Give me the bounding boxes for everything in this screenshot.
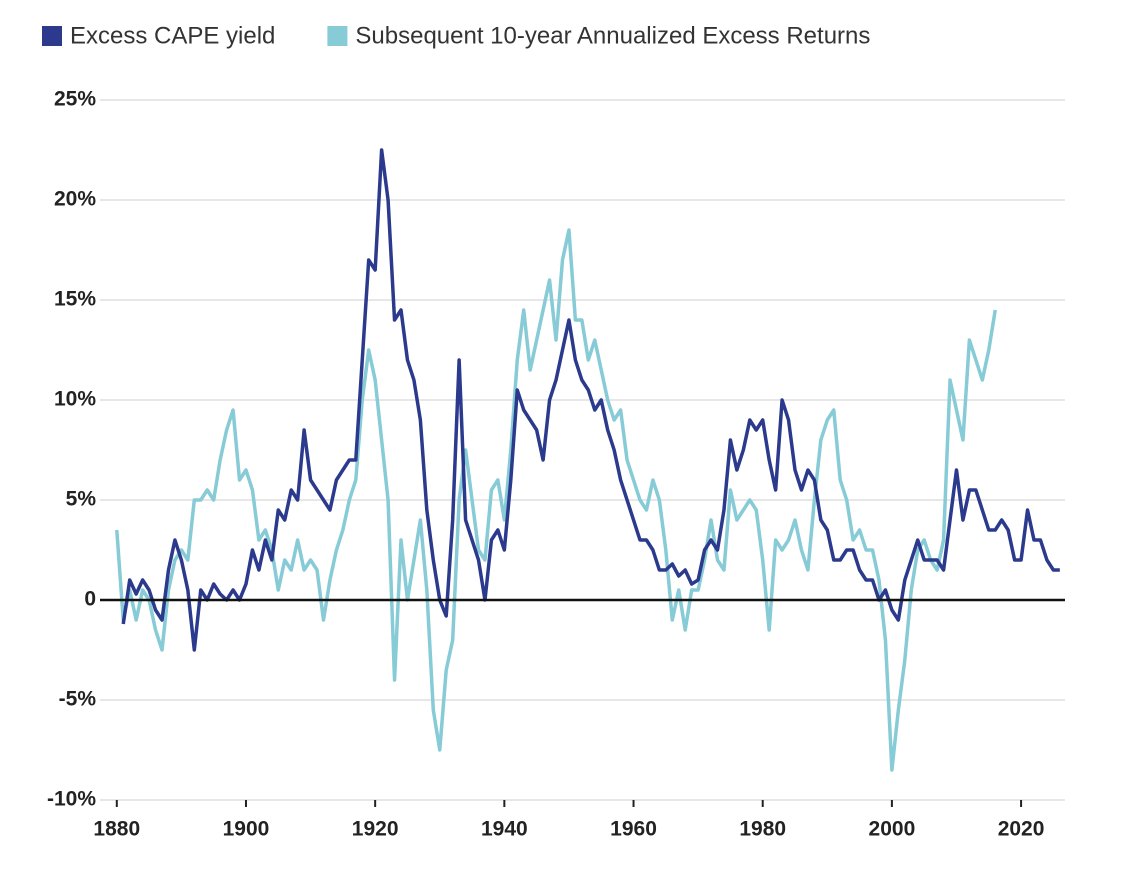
- y-tick-label: -10%: [47, 788, 96, 811]
- legend-swatch: [42, 26, 62, 46]
- legend-label: Excess CAPE yield: [70, 22, 275, 49]
- x-tick-label: 1920: [352, 818, 399, 841]
- x-tick-label: 2020: [998, 818, 1045, 841]
- x-tick-label: 1960: [610, 818, 657, 841]
- y-tick-label: 10%: [54, 388, 96, 411]
- x-tick-label: 1940: [481, 818, 528, 841]
- y-tick-label: 25%: [54, 88, 96, 111]
- legend-label: Subsequent 10-year Annualized Excess Ret…: [355, 22, 870, 49]
- x-tick-label: 2000: [869, 818, 916, 841]
- y-tick-label: 20%: [54, 188, 96, 211]
- series-line: [115, 228, 997, 772]
- y-tick-label: 15%: [54, 288, 96, 311]
- y-tick-label: 0: [84, 588, 96, 611]
- x-tick-label: 1980: [739, 818, 786, 841]
- series-line: [121, 148, 1060, 652]
- y-tick-label: -5%: [59, 688, 97, 711]
- y-tick-label: 5%: [66, 488, 97, 511]
- legend-swatch: [327, 26, 348, 46]
- x-tick-label: 1900: [223, 818, 270, 841]
- x-tick-label: 1880: [93, 818, 140, 841]
